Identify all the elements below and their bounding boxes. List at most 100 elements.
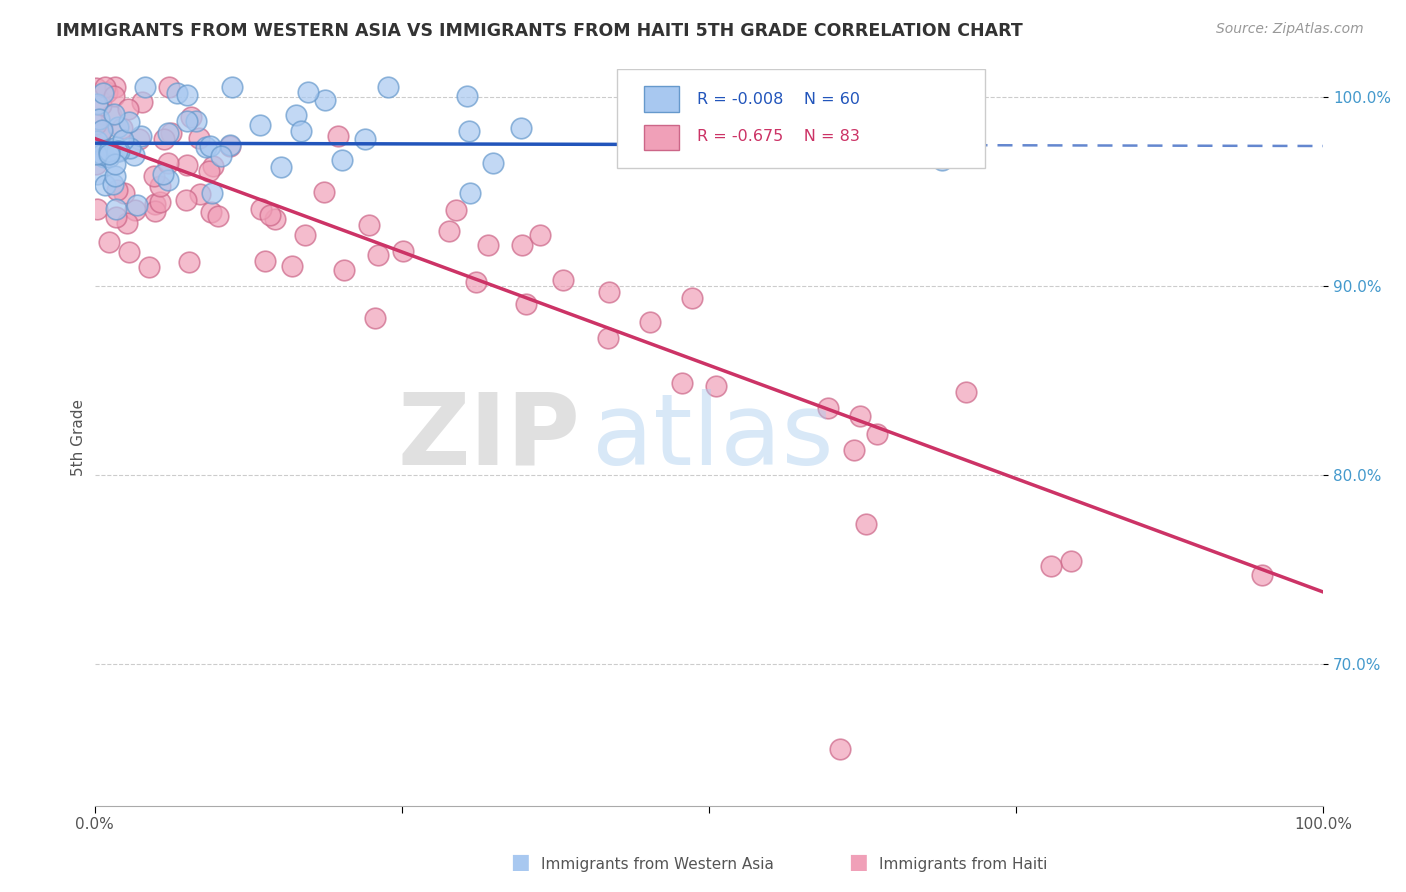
Point [124, 202, 146, 217]
Point [176, 158, 198, 172]
Point [86, 96, 108, 111]
Point [100, 108, 122, 122]
Point [253, 254, 276, 268]
Point [638, 315, 661, 329]
Point [249, 202, 271, 216]
Point [828, 742, 851, 756]
Point [326, 129, 349, 144]
Point [219, 137, 242, 152]
Y-axis label: 5th Grade: 5th Grade [72, 399, 86, 475]
Point [131, 95, 153, 110]
Point [128, 132, 150, 146]
Point [219, 138, 242, 153]
Point [87, 112, 110, 127]
Point [129, 128, 152, 143]
Point [596, 331, 619, 345]
Point [90, 123, 112, 137]
Point [198, 139, 221, 153]
Point [849, 409, 872, 423]
Point [84, 117, 107, 131]
Point [955, 385, 977, 400]
Point [89, 128, 111, 142]
Point [330, 153, 353, 168]
Point [97, 144, 120, 158]
Point [149, 195, 172, 210]
Point [221, 80, 243, 95]
Point [86, 202, 108, 217]
Point [91, 86, 114, 100]
Point [855, 516, 877, 531]
Point [188, 187, 211, 202]
Point [98, 235, 121, 249]
Point [931, 153, 953, 167]
Point [551, 273, 574, 287]
Point [101, 142, 124, 156]
Point [207, 209, 229, 223]
Point [134, 80, 156, 95]
Point [186, 114, 208, 128]
Point [704, 379, 727, 393]
Point [103, 89, 125, 103]
Point [201, 186, 224, 200]
Text: Source: ZipAtlas.com: Source: ZipAtlas.com [1216, 22, 1364, 37]
Point [98, 150, 121, 164]
Point [437, 224, 460, 238]
Point [176, 193, 198, 207]
Point [117, 102, 139, 116]
FancyBboxPatch shape [617, 69, 986, 168]
Point [104, 169, 127, 183]
Point [1250, 568, 1272, 582]
Point [97, 147, 120, 161]
Point [314, 185, 336, 199]
Point [111, 133, 134, 147]
Point [145, 197, 167, 211]
Point [84, 157, 107, 171]
Point [84, 146, 107, 161]
Point [166, 86, 188, 100]
Point [510, 237, 533, 252]
Point [111, 121, 134, 136]
Point [152, 132, 174, 146]
Point [529, 228, 551, 243]
Text: Immigrants from Western Asia: Immigrants from Western Asia [541, 857, 775, 872]
Point [107, 120, 129, 134]
Text: IMMIGRANTS FROM WESTERN ASIA VS IMMIGRANTS FROM HAITI 5TH GRADE CORRELATION CHAR: IMMIGRANTS FROM WESTERN ASIA VS IMMIGRAN… [56, 22, 1024, 40]
Point [145, 203, 167, 218]
Point [354, 132, 377, 146]
Bar [644, 87, 679, 112]
Point [177, 255, 200, 269]
Point [105, 182, 128, 196]
Point [157, 80, 180, 95]
Point [180, 110, 202, 124]
Point [152, 167, 174, 181]
Point [159, 126, 181, 140]
Point [104, 211, 127, 225]
Point [94, 178, 117, 192]
Point [249, 119, 271, 133]
Point [1039, 558, 1062, 573]
Point [91, 147, 114, 161]
Point [143, 169, 166, 184]
Point [290, 124, 312, 138]
Text: ■: ■ [510, 853, 530, 872]
Point [509, 120, 531, 135]
Point [103, 157, 125, 171]
Point [149, 179, 172, 194]
Point [93, 150, 115, 164]
Point [197, 164, 219, 178]
Point [194, 139, 217, 153]
Point [104, 80, 127, 95]
Point [482, 156, 505, 170]
Bar [644, 125, 679, 151]
Point [264, 211, 287, 226]
Point [817, 401, 839, 416]
Point [176, 88, 198, 103]
Point [127, 197, 149, 211]
Point [458, 186, 481, 201]
Text: Immigrants from Haiti: Immigrants from Haiti [879, 857, 1047, 872]
Point [117, 216, 139, 230]
Point [456, 88, 478, 103]
Point [297, 85, 319, 99]
Point [314, 93, 336, 107]
Point [477, 237, 499, 252]
